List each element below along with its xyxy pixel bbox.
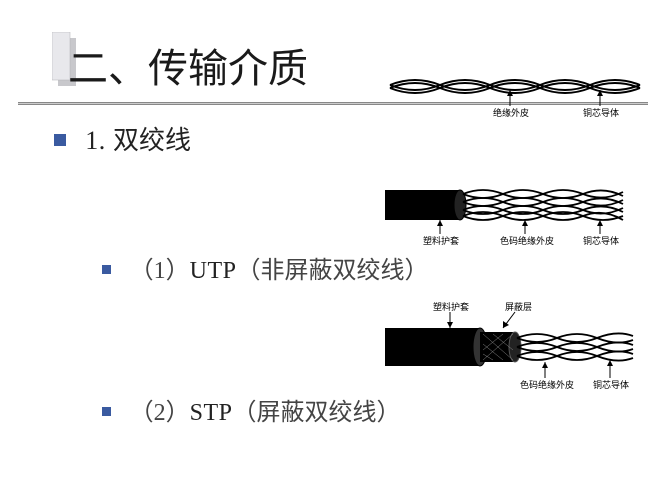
bullet-square-icon — [102, 265, 111, 274]
d2-label-b: 色码绝缘外皮 — [500, 235, 554, 246]
diagram-stp-cable: 塑料护套 屏蔽层 色码绝缘外皮 铜芯导体 — [385, 300, 645, 400]
d2-label-a: 塑料护套 — [423, 235, 459, 246]
item3-desc: （屏蔽双绞线） — [233, 400, 401, 426]
item3-prefix: （2） — [130, 400, 190, 426]
slide-title: 二、传输介质 — [68, 36, 308, 94]
d3-label-b: 屏蔽层 — [505, 301, 532, 312]
bullet-item-3: （2）STP（屏蔽双绞线） — [102, 392, 401, 427]
item3-abbr: STP — [190, 400, 233, 426]
diagram-twisted-pair: 绝缘外皮 铜芯导体 — [385, 70, 645, 120]
d1-label-a: 绝缘外皮 — [493, 107, 529, 118]
d2-label-c: 铜芯导体 — [583, 235, 619, 246]
bullet-item-2: （1）UTP（非屏蔽双绞线） — [102, 250, 429, 285]
bullet-item-1: 1. 双绞线 — [54, 120, 191, 157]
d1-label-b: 铜芯导体 — [583, 107, 619, 118]
d3-label-d: 铜芯导体 — [593, 379, 629, 390]
item2-abbr: UTP — [190, 258, 237, 284]
item2-prefix: （1） — [130, 258, 190, 284]
item1-number: 1. — [85, 126, 106, 155]
item2-desc: （非屏蔽双绞线） — [237, 258, 429, 284]
bullet-square-icon — [102, 407, 111, 416]
d3-label-c: 色码绝缘外皮 — [520, 379, 574, 390]
item1-text: 双绞线 — [113, 126, 191, 155]
d3-label-a: 塑料护套 — [433, 301, 469, 312]
diagram-utp-cable: 塑料护套 色码绝缘外皮 铜芯导体 — [385, 172, 645, 252]
bullet-square-icon — [54, 134, 66, 146]
